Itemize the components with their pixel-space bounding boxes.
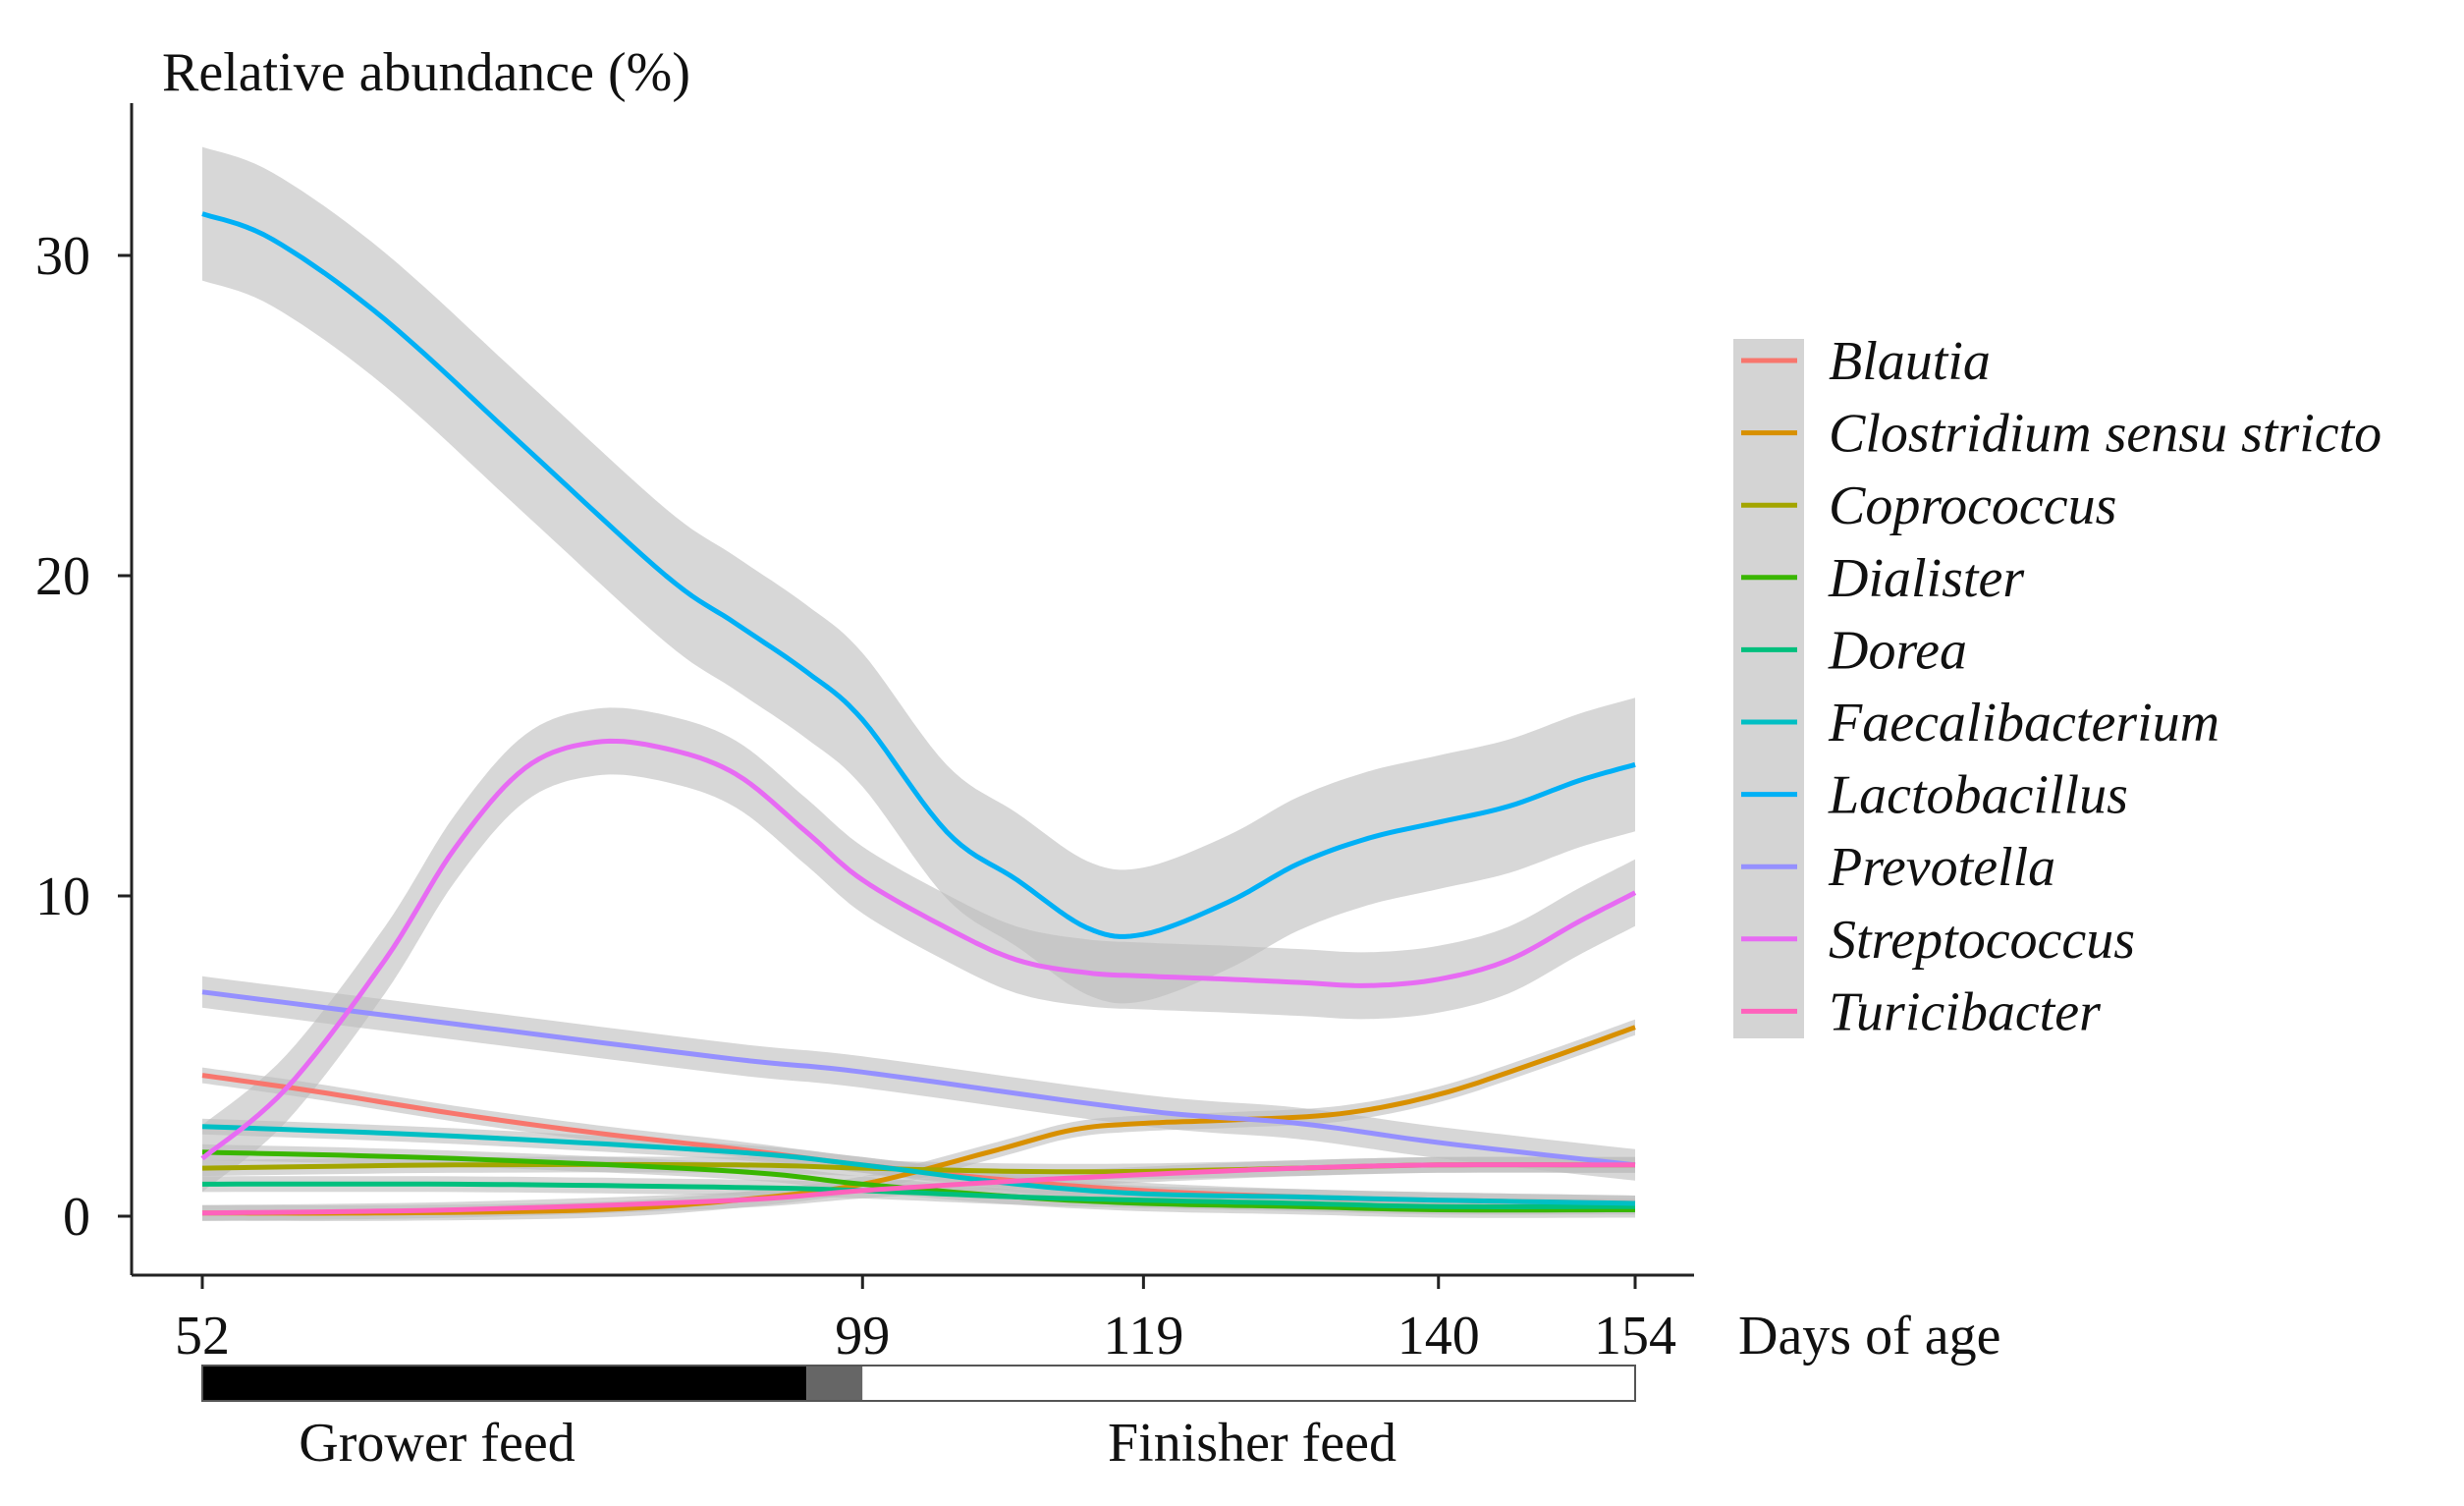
x-ticks: 52 99 119 140 154 [175,1275,1676,1367]
legend-label-dialister: Dialister [1828,548,2024,609]
x-tick-label: 119 [1103,1306,1183,1367]
x-tick-label: 140 [1397,1306,1480,1367]
legend-label-turicibacter: Turicibacter [1829,981,2101,1042]
legend-label-blautia: Blautia [1829,331,1991,392]
line-turicibacter [201,1162,1635,1216]
x-tick-label: 99 [835,1306,890,1367]
legend: Blautia Clostridium sensu stricto Coprococ… [1741,331,2382,1042]
feed-bar-segment [806,1366,863,1401]
x-axis-title: Days of age [1738,1306,2000,1367]
feed-bar-outline [201,1365,1636,1402]
feed-label-finisher: Finisher feed [1108,1413,1396,1474]
legend-label-faecalibacterium: Faecalibacterium [1828,693,2219,753]
legend-label-dorea: Dorea [1828,620,1967,681]
y-ticks: 0 10 20 30 [35,226,132,1248]
feed-bar-segment [202,1366,807,1401]
line-streptococcus [200,738,1637,1161]
legend-background [1733,339,1804,1038]
series-lines [200,211,1637,1216]
band-lactobacillus [202,146,1635,1004]
y-tick-label: 30 [35,226,90,287]
legend-label-coprococcus: Coprococcus [1829,475,2116,536]
feed-label-grower: Grower feed [299,1413,575,1474]
feed-bar [201,1365,1636,1402]
line-dorea [202,1181,1635,1209]
line-clostridium-sensu-stricto [201,1025,1636,1216]
y-tick-label: 20 [35,546,90,607]
confidence-bands [202,146,1635,1221]
line-faecalibacterium [201,1124,1636,1206]
legend-label-prevotella: Prevotella [1828,837,2055,898]
feed-bar-segment [862,1366,1635,1401]
legend-label-streptococcus: Streptococcus [1829,910,2135,971]
y-tick-label: 10 [35,866,90,927]
y-axis-title: Relative abundance (%) [162,42,690,103]
x-tick-label: 52 [175,1306,230,1367]
y-tick-label: 0 [63,1187,90,1248]
x-tick-label: 154 [1594,1306,1676,1367]
line-prevotella [201,989,1636,1168]
legend-label-lactobacillus: Lactobacillus [1828,765,2128,826]
legend-label-clostridium-sensu-stricto: Clostridium sensu stricto [1829,404,2382,465]
line-lactobacillus [201,211,1636,939]
